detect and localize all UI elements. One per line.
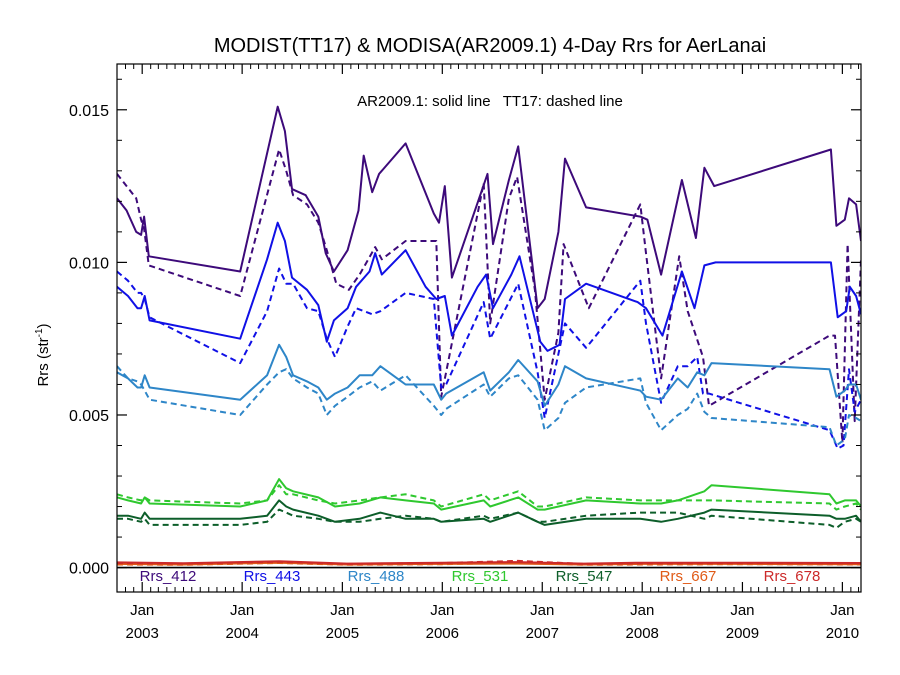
y-tick-label: 0.010: [69, 255, 109, 272]
y-axis: 0.000 0.005 0.010 0.015: [69, 78, 861, 578]
y-tick-label: 0.015: [69, 103, 109, 120]
rrs-678-tt17-dashed-line: [117, 559, 861, 565]
x-tick-year-label: 2010: [826, 625, 859, 642]
series-layer: [117, 105, 861, 566]
x-tick-month-label: Jan: [230, 602, 254, 619]
x-tick-month-label: Jan: [430, 602, 454, 619]
y-axis-label: Rrs (str-1): [34, 323, 52, 386]
chart-title: MODIST(TT17) & MODISA(AR2009.1) 4-Day Rr…: [214, 35, 766, 57]
legend-item-rrs-443: Rrs_443: [244, 568, 301, 585]
y-tick-label: 0.000: [69, 561, 109, 578]
rrs-488-ar2009-solid-line: [117, 343, 861, 407]
legend-item-rrs-412: Rrs_412: [140, 568, 197, 585]
rrs-531-tt17-dashed-line: [117, 484, 861, 511]
x-tick-month-label: Jan: [130, 602, 154, 619]
legend-item-rrs-488: Rrs_488: [348, 568, 405, 585]
rrs-667-tt17-dashed-line: [117, 561, 861, 566]
rrs-531-ar2009-solid-line: [117, 478, 861, 511]
x-tick-year-label: 2008: [626, 625, 659, 642]
x-tick-month-label: Jan: [730, 602, 754, 619]
legend: Rrs_412 Rrs_443 Rrs_488 Rrs_531 Rrs_547 Rrs_6…: [140, 568, 821, 585]
x-tick-year-label: 2006: [426, 625, 459, 642]
x-tick-year-label: 2005: [326, 625, 359, 642]
y-tick-label: 0.005: [69, 408, 109, 425]
rrs-443-tt17-dashed-line: [117, 267, 861, 450]
legend-item-rrs-667: Rrs_667: [660, 568, 717, 585]
x-tick-month-label: Jan: [630, 602, 654, 619]
x-tick-year-label: 2007: [526, 625, 559, 642]
x-tick-month-label: Jan: [830, 602, 854, 619]
rrs-412-ar2009-solid-line: [117, 105, 861, 310]
legend-item-rrs-678: Rrs_678: [764, 568, 821, 585]
x-axis: Jan 2003 Jan 2004 Jan 2005 Jan 2006 Jan 2007 Jan 20…: [124, 64, 859, 642]
rrs-547-ar2009-solid-line: [117, 499, 861, 526]
legend-item-rrs-531: Rrs_531: [452, 568, 509, 585]
x-tick-month-label: Jan: [530, 602, 554, 619]
rrs-488-tt17-dashed-line: [117, 365, 861, 447]
x-tick-year-label: 2004: [225, 625, 258, 642]
rrs-443-ar2009-solid-line: [117, 221, 861, 352]
rrs-547-tt17-dashed-line: [117, 508, 861, 529]
legend-item-rrs-547: Rrs_547: [556, 568, 613, 585]
plot-frame: [116, 63, 862, 593]
x-tick-year-label: 2009: [726, 625, 759, 642]
line-style-annotation: AR2009.1: solid line TT17: dashed line: [357, 93, 623, 110]
x-tick-year-label: 2003: [126, 625, 159, 642]
x-tick-month-label: Jan: [330, 602, 354, 619]
rrs-412-tt17-dashed-line: [117, 148, 861, 444]
